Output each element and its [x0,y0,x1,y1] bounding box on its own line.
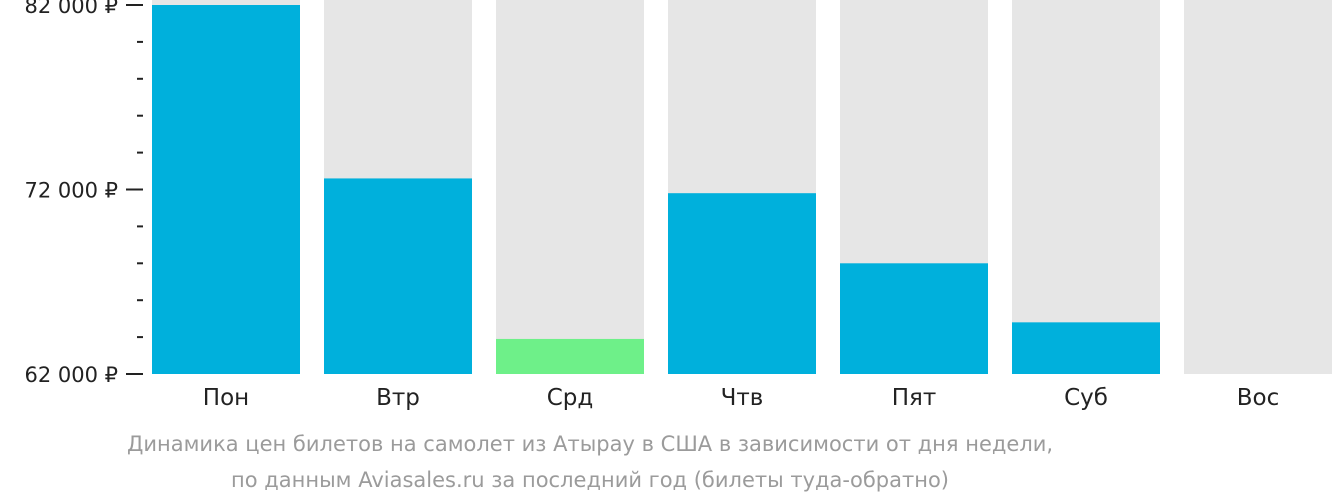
x-tick-label: Вос [1237,385,1280,411]
chart-caption-line-2: по данным Aviasales.ru за последний год … [231,468,949,492]
x-tick-label: Чтв [721,385,764,411]
price-bar [840,263,988,374]
bar-background-column [496,0,644,374]
x-tick-label: Суб [1064,385,1108,411]
y-tick-label: 62 000 ₽ [24,363,118,387]
chart-canvas: Пон Втр Срд Чтв Пят Суб Вос 62 000 ₽ 72 000 ₽ 82 … [24,0,1332,411]
price-bar [496,338,644,374]
bar-background-column [1012,0,1160,374]
y-tick-label: 72 000 ₽ [24,179,118,203]
price-bar [324,178,472,374]
price-bar [1012,322,1160,374]
chart-caption-line-1: Динамика цен билетов на самолет из Атыра… [126,432,1054,456]
price-bar [668,193,816,374]
y-tick-label: 82 000 ₽ [24,0,118,18]
x-tick-label: Срд [547,385,594,411]
x-tick-label: Пон [203,385,249,411]
price-bar [152,5,300,374]
x-tick-label: Пят [892,385,937,411]
bar-background-column [1184,0,1332,374]
x-tick-label: Втр [376,385,420,411]
